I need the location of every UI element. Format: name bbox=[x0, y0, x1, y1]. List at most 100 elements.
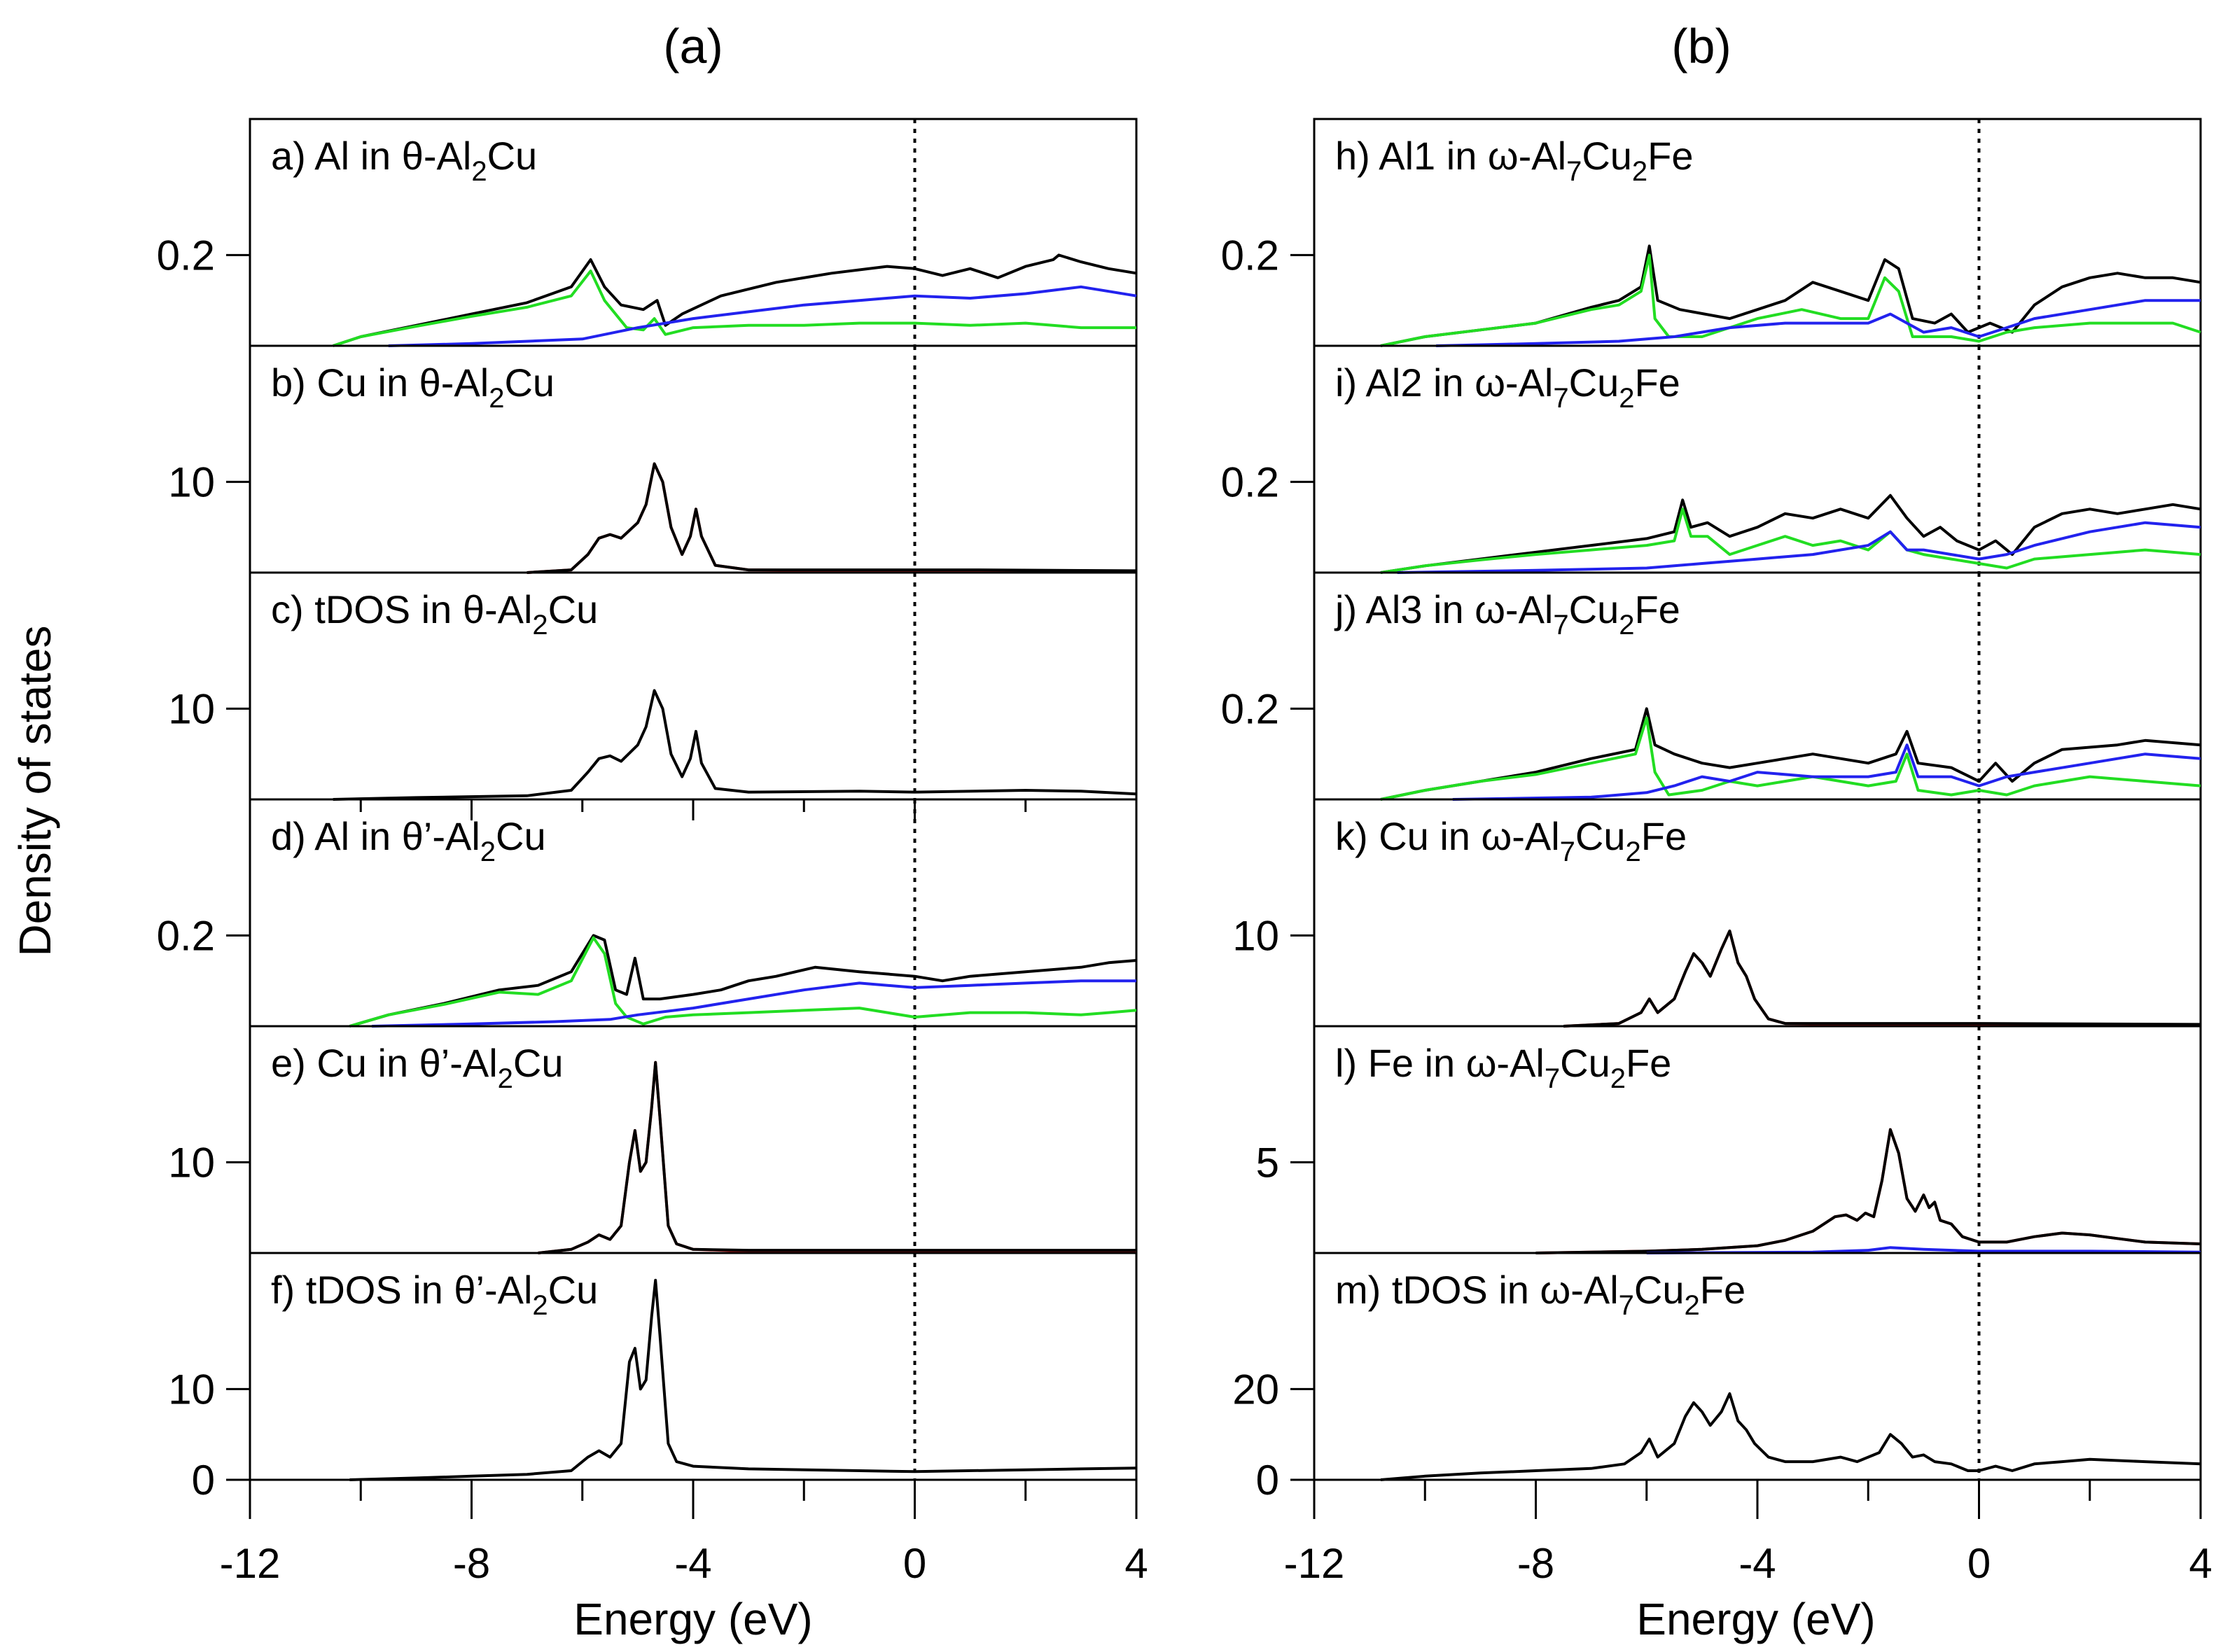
series-line-total-d bbox=[349, 934, 1137, 1028]
label-subscript: 2 bbox=[1619, 383, 1634, 414]
series-line-p-h bbox=[1436, 299, 2201, 347]
label-text: b) Cu in θ-Al bbox=[271, 360, 489, 405]
label-subscript: 2 bbox=[1610, 1063, 1626, 1094]
x-tick-label: -4 bbox=[674, 1540, 711, 1587]
series-line-s-h bbox=[1380, 253, 2201, 347]
label-subscript: 7 bbox=[1553, 383, 1568, 414]
label-text: a) Al in θ-Al bbox=[271, 134, 471, 178]
series-line-total-c bbox=[333, 689, 1137, 801]
y-tick-label: 10 bbox=[168, 1366, 215, 1413]
y-tick-label: 0.2 bbox=[1221, 685, 1279, 732]
panel-label-l: l) Fe in ω-Al7Cu2Fe bbox=[1335, 1041, 1671, 1094]
panel-label-j: j) Al3 in ω-Al7Cu2Fe bbox=[1334, 587, 1680, 640]
panel-label-c: c) tDOS in θ-Al2Cu bbox=[271, 587, 598, 640]
label-text: Fe bbox=[1626, 1041, 1671, 1085]
label-text: Cu bbox=[1569, 360, 1619, 405]
series-line-total-f bbox=[349, 1278, 1137, 1481]
label-subscript: 2 bbox=[498, 1063, 513, 1094]
label-text: l) Fe in ω-Al bbox=[1335, 1041, 1545, 1085]
label-text: h) Al1 in ω-Al bbox=[1335, 134, 1566, 178]
label-text: Cu bbox=[496, 814, 546, 858]
panel-label-k: k) Cu in ω-Al7Cu2Fe bbox=[1335, 814, 1687, 867]
label-subscript: 2 bbox=[480, 836, 496, 867]
label-text: Cu bbox=[548, 587, 599, 631]
y-tick-label: 20 bbox=[1232, 1366, 1279, 1413]
column-title-a: (a) bbox=[663, 19, 723, 74]
series-line-p-j bbox=[1452, 743, 2201, 801]
panel-label-a: a) Al in θ-Al2Cu bbox=[271, 134, 537, 187]
label-text: f) tDOS in θ’-Al bbox=[271, 1268, 532, 1312]
x-axis-b: -12 -8 -4 0 4 bbox=[1284, 1480, 2212, 1587]
panel-label-m: m) tDOS in ω-Al7Cu2Fe bbox=[1335, 1268, 1745, 1321]
y-tick-label: 0 bbox=[1256, 1457, 1279, 1504]
y-tick-label: 5 bbox=[1256, 1139, 1279, 1186]
x-tick-label: -12 bbox=[1284, 1540, 1345, 1587]
y-tick-label: 0.2 bbox=[157, 912, 215, 959]
label-text: m) tDOS in ω-Al bbox=[1335, 1268, 1619, 1312]
series-line-s-d bbox=[349, 936, 1137, 1028]
y-axis-title: Density of states bbox=[10, 625, 60, 956]
panel-label-e: e) Cu in θ’-Al2Cu bbox=[271, 1041, 564, 1094]
series-line-total-e bbox=[538, 1060, 1136, 1254]
label-subscript: 2 bbox=[471, 156, 487, 187]
x-tick-label: -4 bbox=[1738, 1540, 1776, 1587]
label-text: Cu bbox=[1575, 814, 1626, 858]
x-tick-label: -12 bbox=[220, 1540, 281, 1587]
panel-l: 5 l) Fe in ω-Al7Cu2Fe bbox=[1256, 1025, 2202, 1254]
label-text: c) tDOS in θ-Al bbox=[271, 587, 532, 631]
series-line-d-b bbox=[527, 462, 1137, 574]
label-text: i) Al2 in ω-Al bbox=[1335, 360, 1553, 405]
label-text: Fe bbox=[1647, 134, 1693, 178]
y-tick-label: 10 bbox=[1232, 912, 1279, 959]
x-tick-label: -8 bbox=[453, 1540, 490, 1587]
label-text: Cu bbox=[513, 1041, 564, 1085]
series-line-s-j bbox=[1380, 716, 2201, 801]
x-axis-title-a: Energy (eV) bbox=[573, 1594, 812, 1644]
series-line-s-a bbox=[333, 270, 1136, 347]
panel-m: 0 20 m) tDOS in ω-Al7Cu2Fe bbox=[1232, 1252, 2202, 1504]
x-tick-label: -8 bbox=[1517, 1540, 1554, 1587]
series-line-total-k bbox=[1563, 929, 2201, 1028]
panel-e: 10 e) Cu in θ’-Al2Cu bbox=[168, 1025, 1138, 1254]
x-axis-title-b: Energy (eV) bbox=[1636, 1594, 1875, 1644]
label-text: Fe bbox=[1634, 587, 1680, 631]
label-text: Fe bbox=[1700, 1268, 1745, 1312]
series-line-total-a bbox=[333, 253, 1137, 347]
label-text: Cu bbox=[1560, 1041, 1610, 1085]
label-subscript: 7 bbox=[1545, 1063, 1560, 1094]
series-line-p-l bbox=[1646, 1246, 2201, 1254]
y-tick-label: 0.2 bbox=[157, 232, 215, 279]
series-line-p-a bbox=[388, 285, 1137, 347]
x-tick-label: 0 bbox=[1967, 1540, 1991, 1587]
label-text: Cu bbox=[1582, 134, 1632, 178]
label-subscript: 2 bbox=[532, 1290, 548, 1321]
panel-label-h: h) Al1 in ω-Al7Cu2Fe bbox=[1335, 134, 1694, 187]
label-subscript: 2 bbox=[1619, 610, 1634, 640]
y-tick-label: 10 bbox=[168, 458, 215, 505]
panel-k: 10 k) Cu in ω-Al7Cu2Fe bbox=[1232, 798, 2202, 1028]
y-tick-label: 0 bbox=[192, 1457, 215, 1504]
label-text: Cu bbox=[504, 360, 555, 405]
label-subscript: 2 bbox=[532, 610, 548, 640]
series-line-total-h bbox=[1380, 244, 2201, 347]
panel-b: 10 b) Cu in θ-Al2Cu bbox=[168, 344, 1138, 574]
label-text: Cu bbox=[548, 1268, 599, 1312]
series-line-total-b bbox=[527, 462, 1137, 574]
label-subscript: 7 bbox=[1553, 610, 1568, 640]
column-title-b: (b) bbox=[1671, 19, 1731, 74]
y-tick-label: 10 bbox=[168, 685, 215, 732]
series-line-d-e bbox=[538, 1060, 1136, 1254]
label-text: Cu bbox=[1569, 587, 1619, 631]
x-axis-a: -12 -8 -4 0 4 bbox=[220, 1480, 1148, 1587]
series-line-total-i bbox=[1380, 493, 2201, 574]
label-text: k) Cu in ω-Al bbox=[1335, 814, 1560, 858]
panel-j: 0.2 j) Al3 in ω-Al7Cu2Fe bbox=[1221, 571, 2202, 801]
label-text: Fe bbox=[1641, 814, 1687, 858]
x-tick-label: 4 bbox=[2189, 1540, 2212, 1587]
label-text: j) Al3 in ω-Al bbox=[1334, 587, 1553, 631]
panel-i: 0.2 i) Al2 in ω-Al7Cu2Fe bbox=[1221, 344, 2202, 574]
panel-label-i: i) Al2 in ω-Al7Cu2Fe bbox=[1335, 360, 1680, 414]
panel-label-b: b) Cu in θ-Al2Cu bbox=[271, 360, 555, 414]
series-line-p-d bbox=[372, 979, 1136, 1028]
